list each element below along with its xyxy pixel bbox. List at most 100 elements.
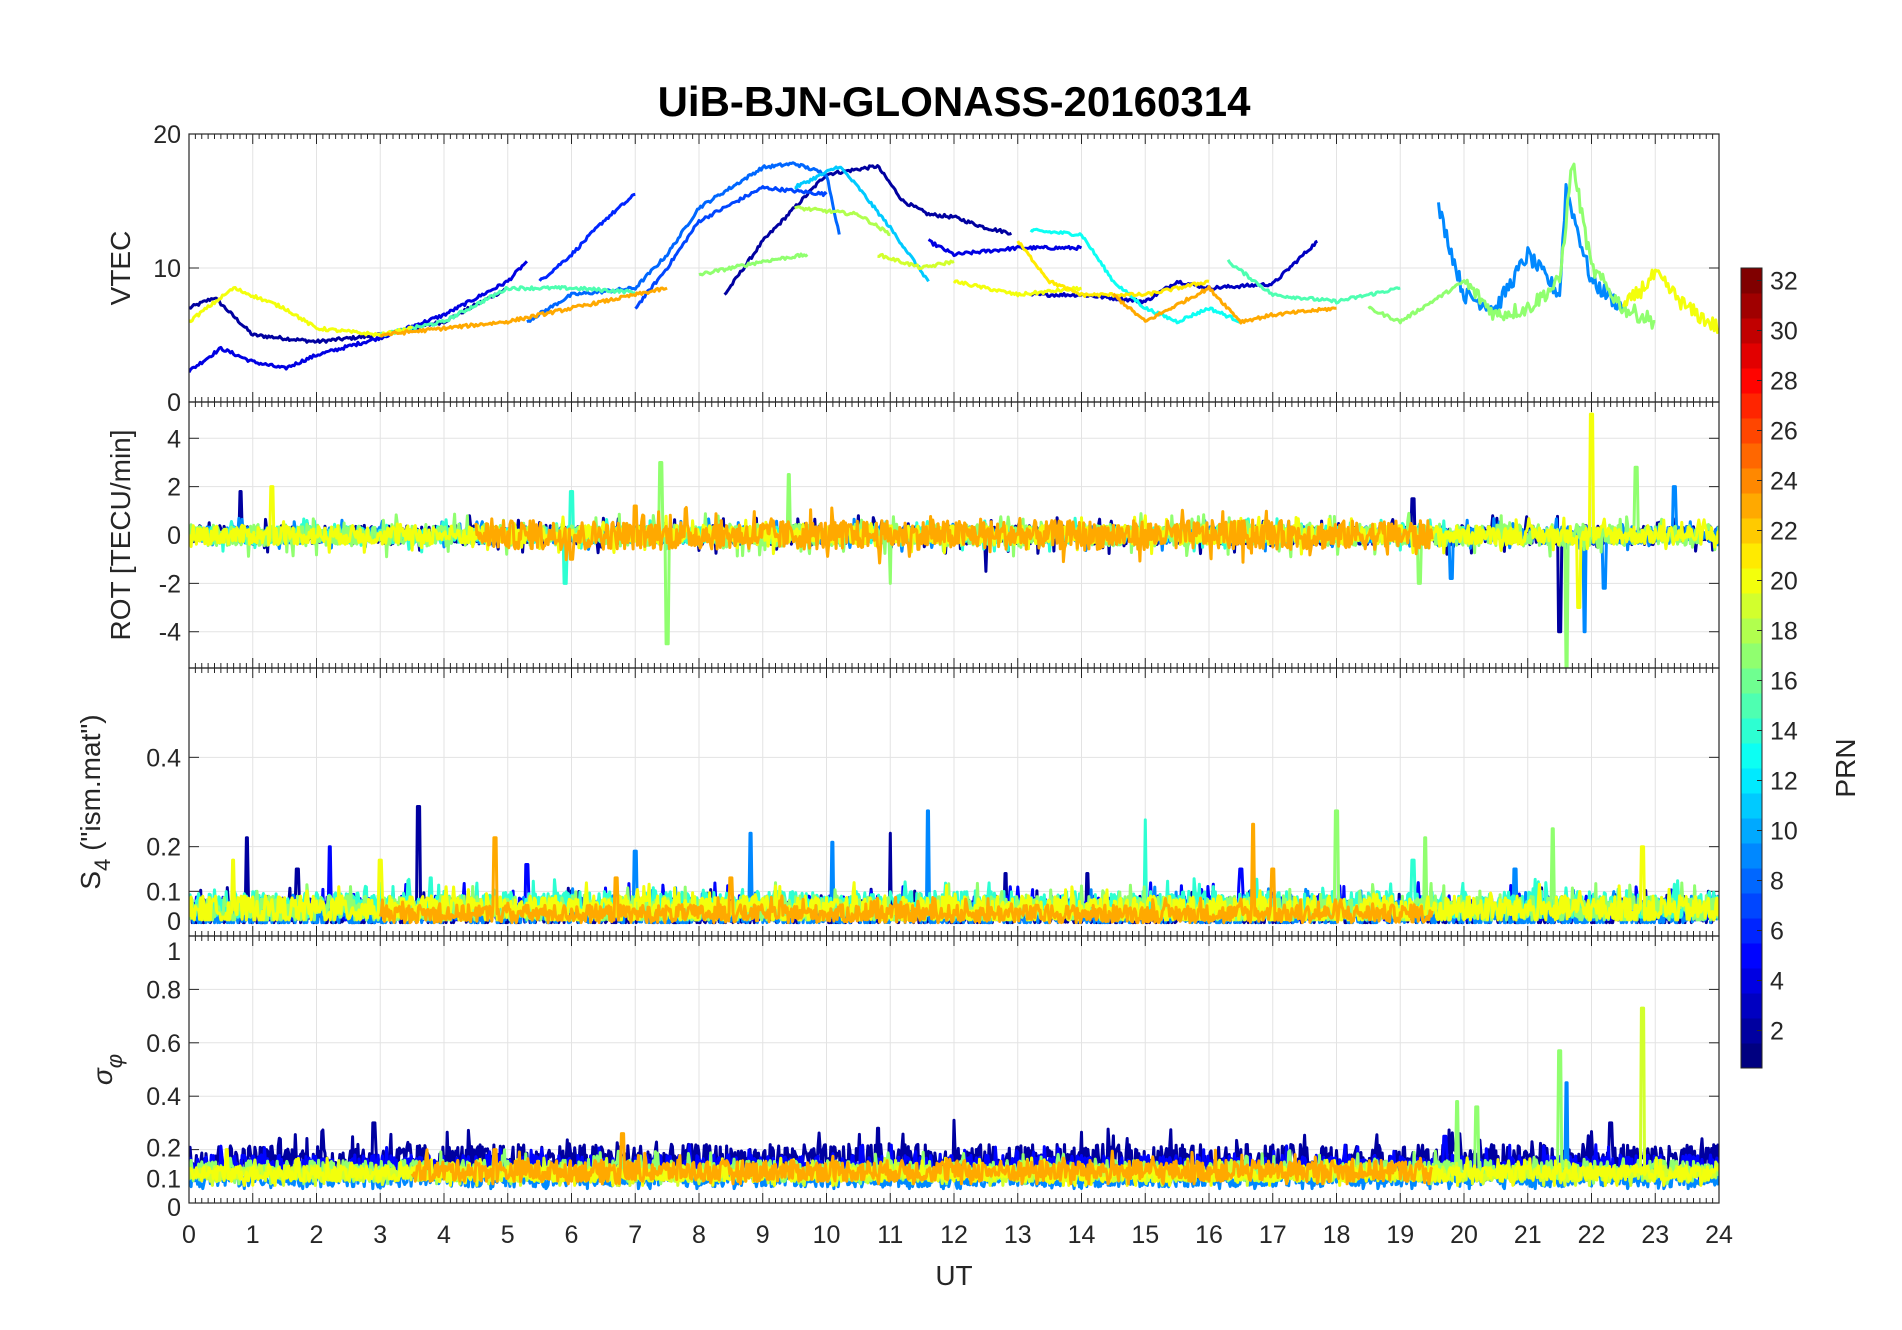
- x-tick-label: 22: [1578, 1221, 1606, 1249]
- x-tick-label: 10: [813, 1221, 841, 1249]
- colorbar-tick-label: 24: [1770, 468, 1798, 496]
- colorbar-tick-label: 28: [1770, 368, 1798, 396]
- series-line-prn-2: [189, 286, 509, 344]
- series-line-prn-8: [526, 161, 841, 324]
- y-label-rest: ("ism.mat"): [75, 714, 106, 858]
- y-tick-label: 0: [167, 1194, 181, 1222]
- y-tick-label: 0.4: [146, 744, 181, 772]
- x-tick-label: 21: [1514, 1221, 1542, 1249]
- colorbar-segment: [1741, 468, 1762, 494]
- colorbar-tick-label: 4: [1770, 968, 1784, 996]
- colorbar-segment: [1741, 693, 1762, 719]
- colorbar-tick-label: 20: [1770, 568, 1798, 596]
- colorbar-segment: [1741, 668, 1762, 694]
- y-axis-label: σφ: [87, 1054, 127, 1085]
- y-tick-label: 20: [153, 121, 181, 149]
- colorbar-tick-label: 16: [1770, 668, 1798, 696]
- x-tick-label: 11: [877, 1221, 903, 1249]
- series-group: [189, 412, 1719, 668]
- panel-1: 0 10 20 VTEC: [105, 121, 1720, 417]
- colorbar-segment: [1741, 268, 1762, 294]
- x-tick-label: 12: [940, 1221, 968, 1249]
- x-tick-label: 1: [246, 1221, 260, 1249]
- colorbar-segment: [1741, 493, 1762, 519]
- colorbar-segment: [1741, 943, 1762, 969]
- series-line-prn-15: [1226, 259, 1401, 305]
- colorbar-tick-label: 26: [1770, 418, 1798, 446]
- series-line-prn-13: [1029, 227, 1242, 325]
- x-tick-label: 24: [1705, 1221, 1733, 1249]
- y-tick-label: 0.1: [146, 1165, 181, 1193]
- colorbar-segment: [1741, 893, 1762, 919]
- y-tick-label: 0.2: [146, 834, 181, 862]
- colorbar-segment: [1741, 843, 1762, 869]
- y-tick-label: 0.4: [146, 1083, 181, 1111]
- series-group: [189, 1006, 1719, 1191]
- panel-4: 00.10.2 0.4 0.6 0.8 1 σφ: [87, 935, 1720, 1222]
- series-line-prn-7: [634, 185, 828, 310]
- series-line-prn-6: [538, 192, 636, 282]
- colorbar-tick-label: 10: [1770, 818, 1798, 846]
- colorbar-tick-label: 32: [1770, 268, 1798, 296]
- y-tick-label: 10: [153, 255, 181, 283]
- series-line-prn-11: [794, 165, 930, 283]
- y-label-main: S: [75, 871, 106, 890]
- x-tick-label: 8: [692, 1221, 706, 1249]
- x-tick-label: 17: [1259, 1221, 1287, 1249]
- colorbar-label: PRN: [1830, 738, 1861, 797]
- series-line-prn-4: [189, 260, 528, 373]
- x-tick-label: 3: [373, 1221, 387, 1249]
- colorbar-segment: [1741, 718, 1762, 744]
- colorbar-segment: [1741, 593, 1762, 619]
- colorbar-segment: [1741, 768, 1762, 794]
- series-line-prn-23: [378, 822, 1434, 925]
- colorbar-segment: [1741, 743, 1762, 769]
- colorbar-frame: [1740, 267, 1763, 1069]
- colorbar-segment: [1741, 918, 1762, 944]
- series-line-prn-21: [1016, 240, 1210, 298]
- x-tick-label: 19: [1386, 1221, 1414, 1249]
- y-tick-label: 0.6: [146, 1030, 181, 1058]
- series-line-prn-23: [380, 286, 668, 338]
- x-axis-label: UT: [935, 1260, 972, 1291]
- series-line-prn-17: [698, 252, 809, 277]
- series-line-prn-18: [794, 205, 891, 237]
- y-tick-label: -4: [159, 619, 181, 647]
- x-tick-label: 18: [1323, 1221, 1351, 1249]
- colorbar-segment: [1741, 568, 1762, 594]
- x-tick-label: 4: [437, 1221, 451, 1249]
- y-tick-label: 0: [167, 389, 181, 417]
- colorbar-segment: [1741, 868, 1762, 894]
- x-tick-label: 2: [310, 1221, 324, 1249]
- x-tick-label: 5: [501, 1221, 515, 1249]
- x-tick-label: 14: [1068, 1221, 1096, 1249]
- series-group: [189, 161, 1719, 373]
- y-tick-label: 0.2: [146, 1135, 181, 1163]
- colorbar-segment: [1741, 818, 1762, 844]
- y-tick-label: 0.1: [146, 878, 181, 906]
- x-tick-label: 16: [1195, 1221, 1223, 1249]
- colorbar-segment: [1741, 518, 1762, 544]
- colorbar-tick-label: 22: [1770, 518, 1798, 546]
- colorbar-segment: [1741, 618, 1762, 644]
- series-line-prn-19: [877, 252, 955, 270]
- colorbar-segment: [1741, 1018, 1762, 1044]
- series-line-prn-23: [410, 1132, 1434, 1186]
- y-tick-label: 2: [167, 474, 181, 502]
- series-line-prn-20: [189, 286, 414, 338]
- y-label-sub: 4: [90, 859, 115, 871]
- series-line-prn-20: [1621, 268, 1719, 334]
- series-line-prn-4: [927, 238, 1083, 258]
- x-tick-label: 0: [182, 1221, 196, 1249]
- y-tick-label: 4: [167, 425, 181, 453]
- colorbar-segment: [1741, 318, 1762, 344]
- y-tick-label: 1: [167, 938, 181, 966]
- series-line-prn-23: [1112, 285, 1337, 325]
- panel-2: -4 -2 0 2 4 ROT [TECU/min]: [105, 401, 1720, 669]
- series-group: [189, 805, 1719, 925]
- colorbar-tick-label: 8: [1770, 868, 1784, 896]
- y-tick-label: -2: [159, 570, 181, 598]
